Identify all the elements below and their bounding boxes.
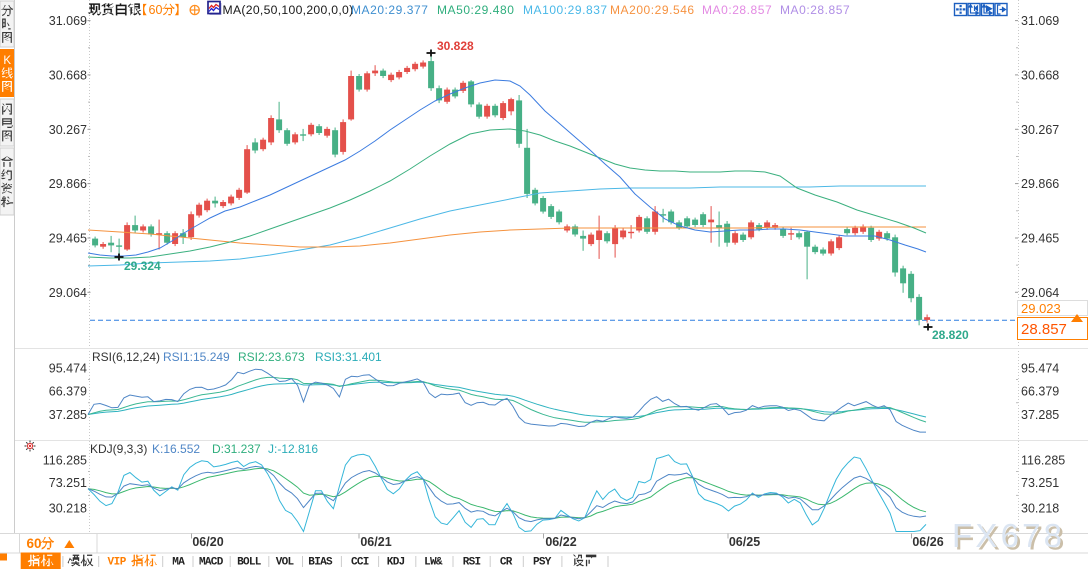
svg-text:60: 60 (27, 536, 42, 551)
svg-text:RSI2:23.673: RSI2:23.673 (238, 350, 305, 364)
svg-text:116.285: 116.285 (43, 454, 87, 468)
svg-text:95.474: 95.474 (1021, 361, 1059, 375)
svg-text:31.069: 31.069 (49, 14, 87, 28)
svg-text:29.866: 29.866 (49, 177, 87, 191)
svg-text:95.474: 95.474 (49, 361, 87, 375)
svg-text:KDJ: KDJ (387, 557, 405, 569)
svg-text:37.285: 37.285 (49, 408, 87, 422)
svg-text:29.324: 29.324 (124, 259, 161, 273)
svg-text:29.866: 29.866 (1021, 177, 1059, 191)
svg-text:29.064: 29.064 (49, 286, 87, 300)
svg-text:30.218: 30.218 (49, 502, 87, 516)
svg-text:29.465: 29.465 (49, 232, 87, 246)
svg-text:06/21: 06/21 (360, 535, 391, 549)
svg-text:28.857: 28.857 (1021, 321, 1067, 338)
svg-text:30.267: 30.267 (49, 123, 87, 137)
svg-text:06/25: 06/25 (729, 535, 760, 549)
svg-text:MA(20,50,100,200,0,0): MA(20,50,100,200,0,0) (223, 3, 354, 17)
svg-text:VOL: VOL (276, 557, 295, 569)
svg-text:MA: MA (172, 557, 185, 569)
svg-text:J:-12.816: J:-12.816 (268, 442, 318, 456)
svg-text:RSI(6,12,24): RSI(6,12,24) (92, 350, 160, 364)
svg-text:73.251: 73.251 (49, 476, 87, 490)
svg-text:MA50:29.480: MA50:29.480 (437, 3, 514, 17)
svg-text:06/26: 06/26 (912, 535, 943, 549)
svg-text:FX678: FX678 (952, 517, 1065, 554)
svg-text:MA0:28.857: MA0:28.857 (780, 3, 850, 17)
svg-text:30.668: 30.668 (1021, 68, 1059, 82)
svg-text:MA20:29.377: MA20:29.377 (351, 3, 428, 17)
svg-text:29.023: 29.023 (1021, 301, 1061, 316)
svg-text:06/22: 06/22 (545, 535, 576, 549)
svg-text:29.064: 29.064 (1021, 286, 1059, 300)
svg-text:MACD: MACD (199, 557, 224, 569)
svg-text:LW&: LW& (424, 557, 443, 569)
svg-text:PSY: PSY (533, 557, 552, 569)
svg-text:BOLL: BOLL (237, 557, 262, 569)
svg-text:MA0:28.857: MA0:28.857 (702, 3, 772, 17)
svg-text:D:31.237: D:31.237 (212, 442, 261, 456)
svg-text:30.267: 30.267 (1021, 123, 1059, 137)
svg-text:28.820: 28.820 (932, 328, 969, 342)
svg-text:RSI3:31.401: RSI3:31.401 (315, 350, 382, 364)
svg-text:30.668: 30.668 (49, 68, 87, 82)
svg-text:60: 60 (149, 3, 163, 17)
svg-text:MA200:29.546: MA200:29.546 (610, 3, 695, 17)
svg-text:RSI1:15.249: RSI1:15.249 (163, 350, 230, 364)
svg-text:FX678: FX678 (955, 520, 1068, 557)
svg-text:KDJ(9,3,3): KDJ(9,3,3) (90, 442, 147, 456)
svg-text:VIP: VIP (108, 557, 127, 569)
svg-text:CCI: CCI (351, 557, 369, 569)
svg-text:06/20: 06/20 (192, 535, 223, 549)
svg-text:37.285: 37.285 (1021, 408, 1059, 422)
svg-text:RSI: RSI (463, 557, 481, 569)
svg-text:BIAS: BIAS (308, 557, 333, 569)
svg-text:66.379: 66.379 (49, 385, 87, 399)
svg-text:CR: CR (500, 557, 513, 569)
svg-text:31.069: 31.069 (1021, 14, 1059, 28)
svg-text:MA100:29.837: MA100:29.837 (523, 3, 608, 17)
svg-text:29.465: 29.465 (1021, 232, 1059, 246)
svg-text:30.218: 30.218 (1021, 502, 1059, 516)
svg-text:73.251: 73.251 (1021, 476, 1059, 490)
svg-text:66.379: 66.379 (1021, 385, 1059, 399)
svg-text:K:16.552: K:16.552 (152, 442, 200, 456)
svg-text:116.285: 116.285 (1021, 454, 1065, 468)
svg-text:30.828: 30.828 (437, 39, 474, 53)
svg-text:K: K (3, 55, 11, 67)
